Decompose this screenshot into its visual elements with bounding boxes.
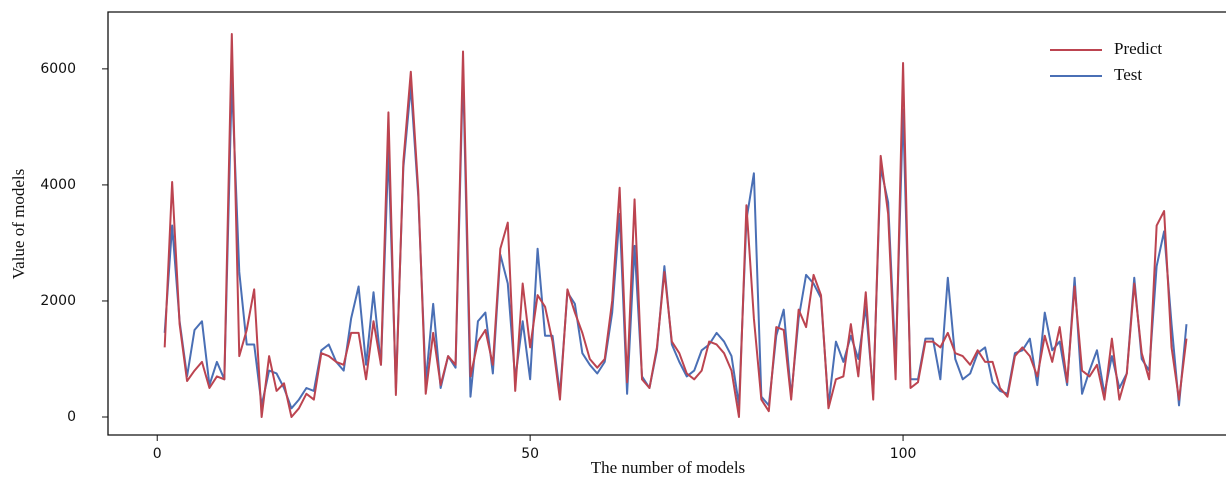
x-axis-label: The number of models bbox=[591, 458, 745, 477]
y-tick-label: 4000 bbox=[40, 177, 76, 193]
y-tick-label: 2000 bbox=[40, 293, 76, 309]
legend-label: Predict bbox=[1114, 39, 1162, 58]
y-axis-label: Value of models bbox=[9, 169, 28, 279]
plot-frame bbox=[107, 11, 1226, 436]
series-line bbox=[163, 67, 1188, 410]
legend-label: Test bbox=[1114, 65, 1142, 84]
x-tick-label: 50 bbox=[521, 446, 539, 462]
y-tick-label: 6000 bbox=[40, 61, 76, 77]
y-tick-label: 0 bbox=[67, 409, 76, 425]
series-line bbox=[163, 33, 1188, 419]
x-tick-label: 100 bbox=[890, 446, 917, 462]
x-tick-label: 0 bbox=[153, 446, 162, 462]
